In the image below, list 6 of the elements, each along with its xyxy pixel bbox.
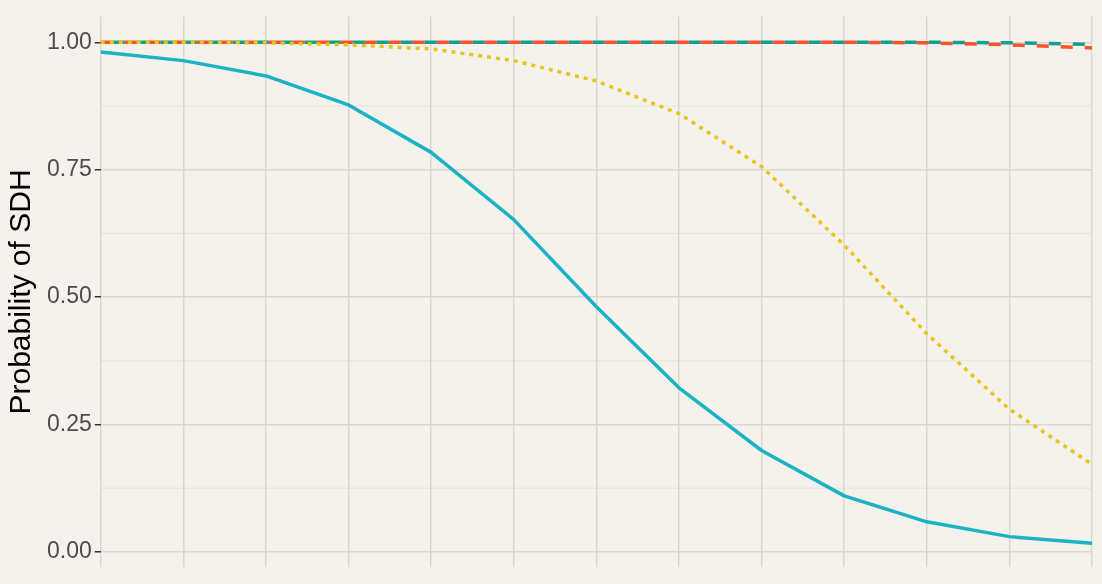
y-tick-label: 0.50 [47,282,92,309]
y-tick-label: 1.00 [47,27,92,54]
y-axis-title: Probability of SDH [3,169,37,415]
y-tick-label: 0.00 [47,537,92,564]
y-tick-label: 0.25 [47,409,92,436]
y-tick-label: 0.75 [47,155,92,182]
